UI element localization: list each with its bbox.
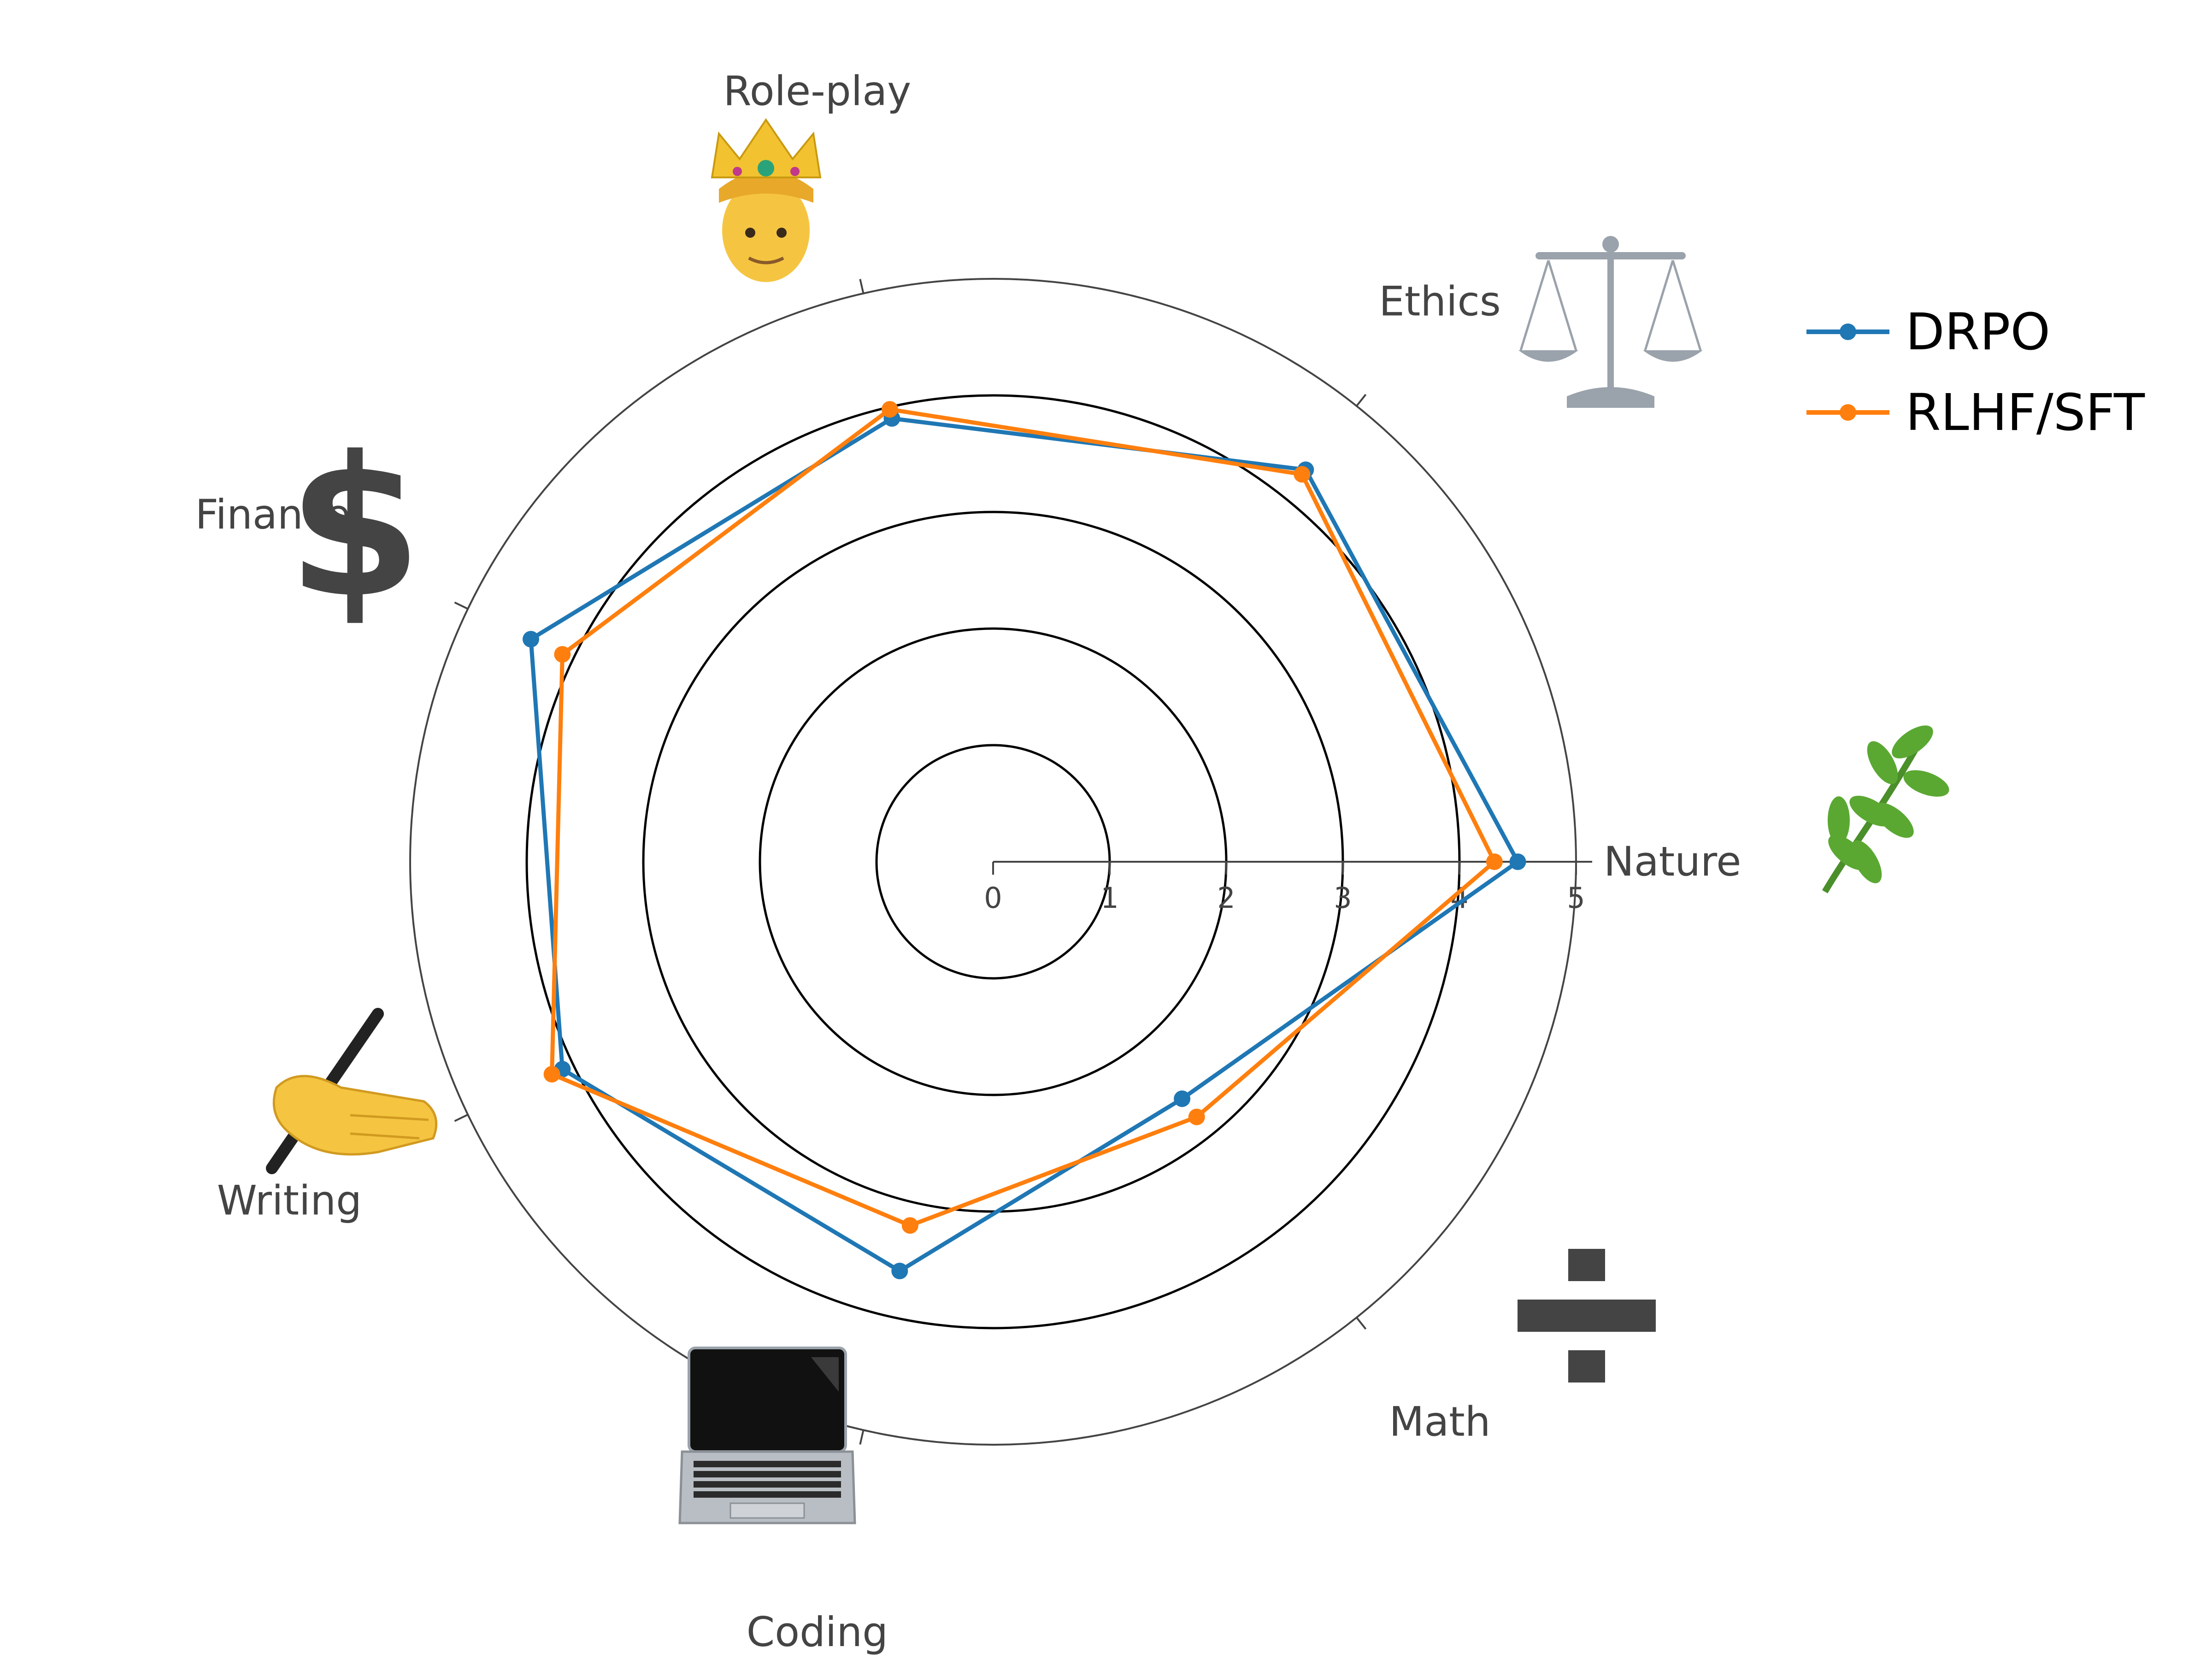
data-point-0-5 — [891, 1263, 908, 1279]
category-labels: Nature Ethics Role-play Finance Writing Codin… — [195, 67, 1741, 1656]
series-line-1 — [550, 407, 1497, 1228]
radial-tick-label: 2 — [1217, 881, 1235, 915]
data-point-1-4 — [543, 1066, 560, 1082]
legend-label-1: RLHF/SFT — [1906, 383, 2145, 442]
legend-marker-1 — [1840, 404, 1856, 421]
category-label-nature: Nature — [1604, 838, 1741, 885]
angular-tick — [454, 601, 469, 610]
angular-tick — [454, 1114, 469, 1122]
data-point-0-3 — [523, 631, 539, 647]
svg-text:$: $ — [288, 415, 422, 641]
category-label-writing: Writing — [217, 1177, 362, 1224]
data-point-0-6 — [1174, 1090, 1191, 1107]
scales-icon — [1518, 236, 1703, 408]
angular-tick — [1356, 394, 1367, 407]
radial-tick-label: 5 — [1567, 881, 1585, 915]
legend-label-0: DRPO — [1906, 302, 2050, 361]
laptop-icon — [678, 1347, 856, 1524]
legend: DRPO RLHF/SFT — [1806, 302, 2145, 442]
angular-tick — [1356, 1317, 1367, 1330]
category-label-ethics: Ethics — [1379, 277, 1501, 325]
writing-hand-icon — [266, 1008, 438, 1174]
data-point-0-0 — [1509, 853, 1526, 870]
angular-tick — [859, 1430, 865, 1445]
radial-tick-label: 1 — [1100, 881, 1118, 915]
angular-tick — [859, 279, 865, 294]
category-icons: $ — [266, 118, 1949, 1524]
data-point-1-0 — [1486, 853, 1503, 870]
crown-person-icon — [711, 118, 822, 282]
category-label-finance: Finance — [195, 491, 350, 538]
radial-tick-label: 0 — [984, 881, 1002, 915]
data-point-1-2 — [881, 401, 898, 418]
data-point-1-6 — [1188, 1108, 1205, 1125]
category-label-math: Math — [1389, 1398, 1490, 1446]
category-label-coding: Coding — [747, 1608, 888, 1656]
leaf-icon — [1822, 725, 1949, 894]
data-point-1-3 — [554, 646, 571, 663]
category-label-role-play: Role-play — [724, 67, 912, 115]
radial-tick-label: 3 — [1334, 881, 1352, 915]
legend-marker-0 — [1840, 324, 1856, 340]
data-point-1-5 — [901, 1217, 918, 1234]
series-line-0 — [529, 416, 1520, 1273]
dollar-icon: $ — [288, 415, 422, 641]
divide-icon — [1518, 1249, 1656, 1382]
series-layer — [523, 401, 1526, 1279]
data-point-1-1 — [1294, 466, 1311, 483]
